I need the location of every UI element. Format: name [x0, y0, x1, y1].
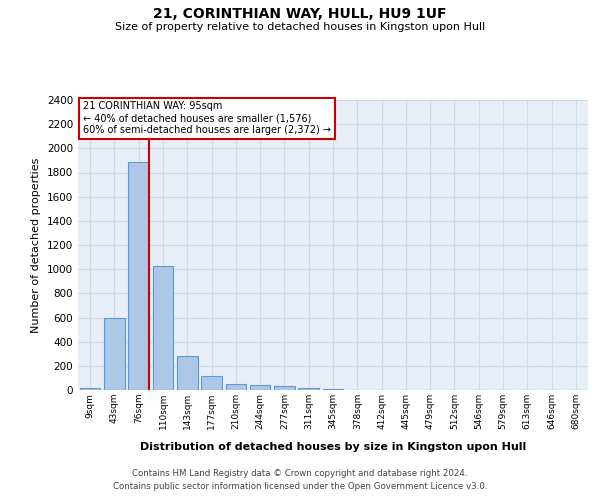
Text: 21, CORINTHIAN WAY, HULL, HU9 1UF: 21, CORINTHIAN WAY, HULL, HU9 1UF: [153, 8, 447, 22]
Bar: [128, 162, 149, 390]
Text: Contains HM Land Registry data © Crown copyright and database right 2024.: Contains HM Land Registry data © Crown c…: [132, 468, 468, 477]
Text: 21 CORINTHIAN WAY: 95sqm
← 40% of detached houses are smaller (1,576)
60% of sem: 21 CORINTHIAN WAY: 95sqm ← 40% of detach…: [83, 102, 331, 134]
Text: Size of property relative to detached houses in Kingston upon Hull: Size of property relative to detached ho…: [115, 22, 485, 32]
Text: Distribution of detached houses by size in Kingston upon Hull: Distribution of detached houses by size …: [140, 442, 526, 452]
Bar: [80, 388, 100, 390]
Bar: [274, 386, 295, 390]
Text: Contains public sector information licensed under the Open Government Licence v3: Contains public sector information licen…: [113, 482, 487, 491]
Bar: [226, 384, 246, 390]
Bar: [152, 266, 173, 390]
Y-axis label: Number of detached properties: Number of detached properties: [31, 158, 41, 332]
Bar: [298, 388, 319, 390]
Bar: [104, 318, 125, 390]
Bar: [177, 356, 197, 390]
Bar: [201, 376, 222, 390]
Bar: [250, 385, 271, 390]
